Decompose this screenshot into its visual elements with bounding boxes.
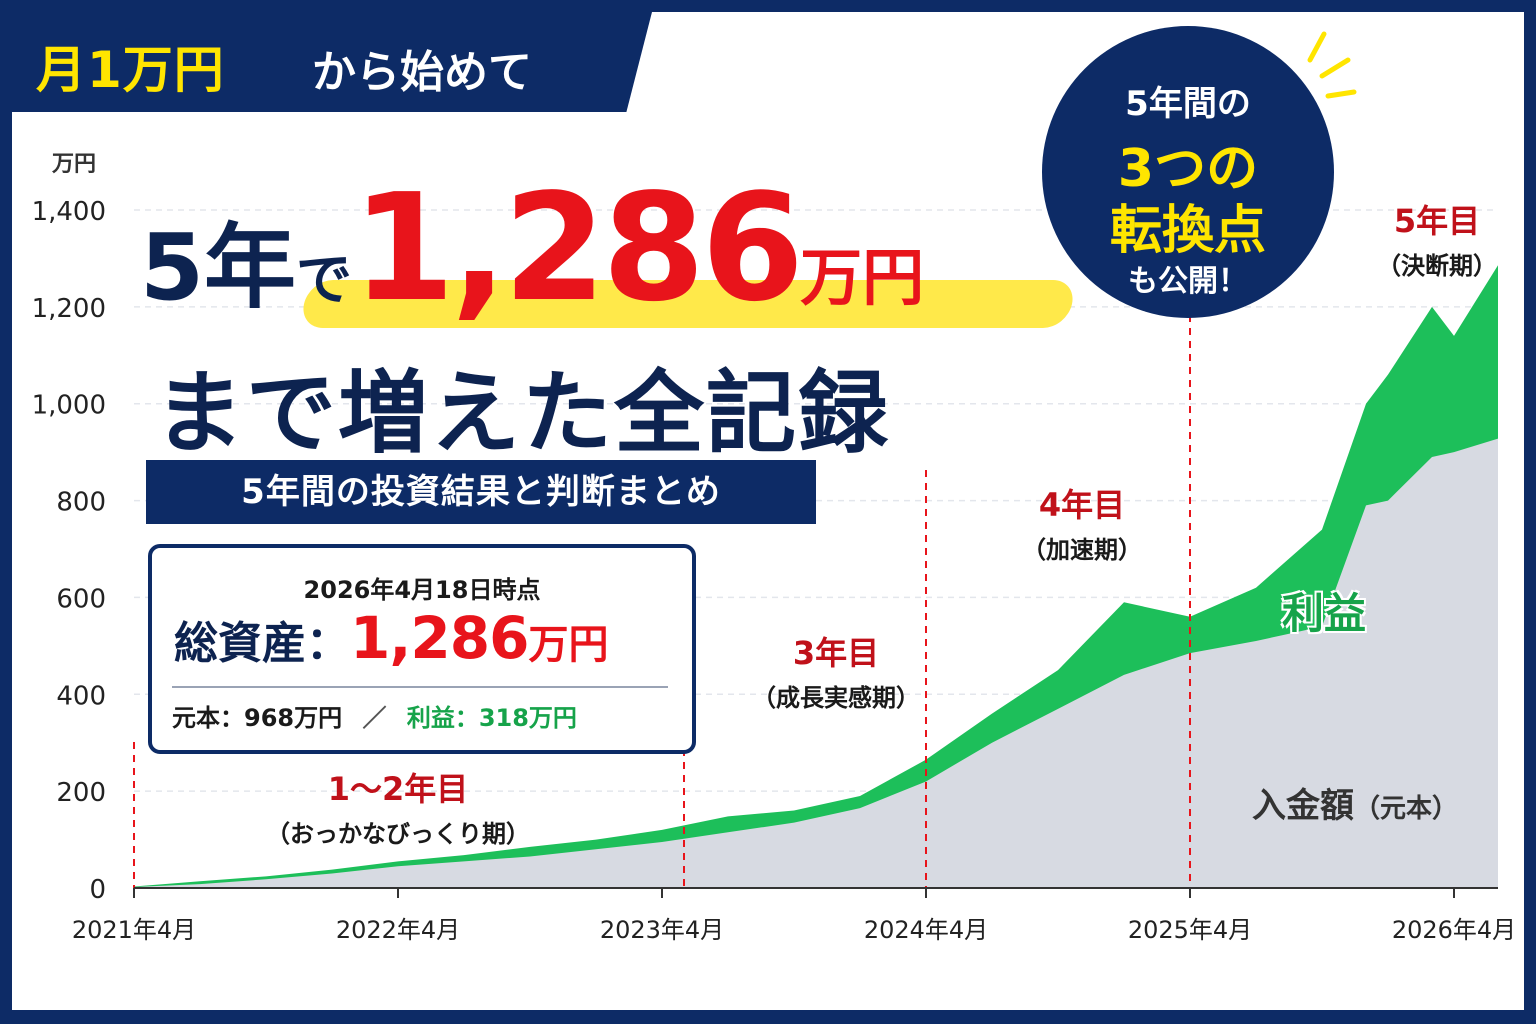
top-ribbon: 月1万円 から始めて bbox=[12, 12, 652, 112]
y-tick-label: 800 bbox=[56, 488, 106, 518]
phase-4: 5年目 （決断期） bbox=[1362, 196, 1512, 281]
summary-box: 2026年4月18日時点 総資産：1,286万円 元本：968万円 ／ 利益：3… bbox=[148, 544, 696, 754]
summary-divider-line bbox=[172, 686, 668, 688]
subtitle-bar: 5年間の投資結果と判断まとめ bbox=[146, 460, 816, 524]
profit-area-label: 利益 bbox=[1282, 589, 1367, 638]
x-tick-label: 2025年4月 bbox=[1128, 916, 1252, 944]
total-value: 1,286 bbox=[350, 604, 529, 672]
headline-line1: 5年で1,286万円 bbox=[140, 162, 924, 334]
principal-area bbox=[134, 438, 1498, 888]
phase-2-name: 3年目 bbox=[792, 634, 880, 672]
spark-line bbox=[1319, 57, 1351, 79]
x-tick-label: 2022年4月 bbox=[336, 916, 460, 944]
phase-1-name: 1～2年目 bbox=[327, 770, 469, 808]
headline-unit: 万円 bbox=[800, 241, 925, 314]
total-unit: 万円 bbox=[528, 622, 609, 668]
y-tick-label: 1,400 bbox=[32, 197, 106, 227]
x-tick-label: 2026年4月 bbox=[1392, 916, 1516, 944]
phase-2: 3年目 （成長実感期） bbox=[726, 628, 946, 713]
frame: 0 200 400 600 800 1,000 1,200 1,400 2021年4月 2022年… bbox=[12, 12, 1524, 1010]
badge-line3: 転換点 bbox=[1109, 201, 1266, 261]
y-axis-unit: 万円 bbox=[52, 152, 97, 177]
spark-line bbox=[1325, 89, 1357, 99]
phase-3: 4年目 （加速期） bbox=[1002, 480, 1162, 565]
principal-area-paren: （元本） bbox=[1354, 794, 1459, 824]
y-tick-label: 600 bbox=[56, 584, 106, 614]
turning-points-badge: 5年間の 3つの 転換点 も公開！ bbox=[1042, 26, 1334, 318]
summary-date: 2026年4月18日時点 bbox=[303, 576, 541, 604]
summary-breakdown: 元本：968万円 ／ 利益：318万円 bbox=[172, 698, 577, 733]
phase-1-sub: （おっかなびっくり期） bbox=[266, 820, 530, 848]
headline-particle: で bbox=[296, 248, 353, 313]
x-tick-label: 2024年4月 bbox=[864, 916, 988, 944]
badge-line2: 3つの bbox=[1117, 139, 1259, 199]
y-tick-label: 1,000 bbox=[32, 391, 106, 421]
spark-line bbox=[1307, 31, 1327, 63]
phase-3-name: 4年目 bbox=[1038, 486, 1126, 524]
summary-total: 総資産：1,286万円 bbox=[174, 604, 608, 672]
headline-line2: まで増えた全記録 bbox=[154, 361, 890, 466]
y-tick-label: 400 bbox=[56, 681, 106, 711]
chart: 0 200 400 600 800 1,000 1,200 1,400 2021年4月 2022年… bbox=[32, 31, 1516, 944]
principal-area-main: 入金額 bbox=[1252, 786, 1354, 826]
y-tick-label: 1,200 bbox=[32, 294, 106, 324]
headline-amount: 1,286 bbox=[352, 162, 804, 334]
badge-line4: も公開！ bbox=[1128, 264, 1248, 299]
divider-slash: ／ bbox=[362, 704, 387, 732]
phase-3-sub: （加速期） bbox=[1022, 536, 1142, 564]
badge-line1: 5年間の bbox=[1125, 84, 1251, 124]
x-tick-label: 2023年4月 bbox=[600, 916, 724, 944]
profit-text: 利益：318万円 bbox=[406, 704, 577, 732]
phase-4-name: 5年目 bbox=[1393, 202, 1481, 240]
ribbon-text: から始めて bbox=[312, 47, 532, 98]
principal-text: 元本：968万円 bbox=[172, 704, 343, 732]
ribbon-highlight: 月1万円 bbox=[36, 41, 225, 99]
phase-4-sub: （決断期） bbox=[1377, 252, 1497, 280]
y-tick-label: 200 bbox=[56, 778, 106, 808]
phase-2-sub: （成長実感期） bbox=[752, 684, 920, 712]
phase-1: 1～2年目 （おっかなびっくり期） bbox=[248, 764, 548, 849]
x-tick-label: 2021年4月 bbox=[72, 916, 196, 944]
total-label: 総資産： bbox=[174, 618, 350, 669]
headline-years: 5年 bbox=[140, 214, 297, 321]
principal-area-label: 入金額（元本） bbox=[1252, 778, 1458, 827]
y-tick-label: 0 bbox=[89, 875, 106, 905]
